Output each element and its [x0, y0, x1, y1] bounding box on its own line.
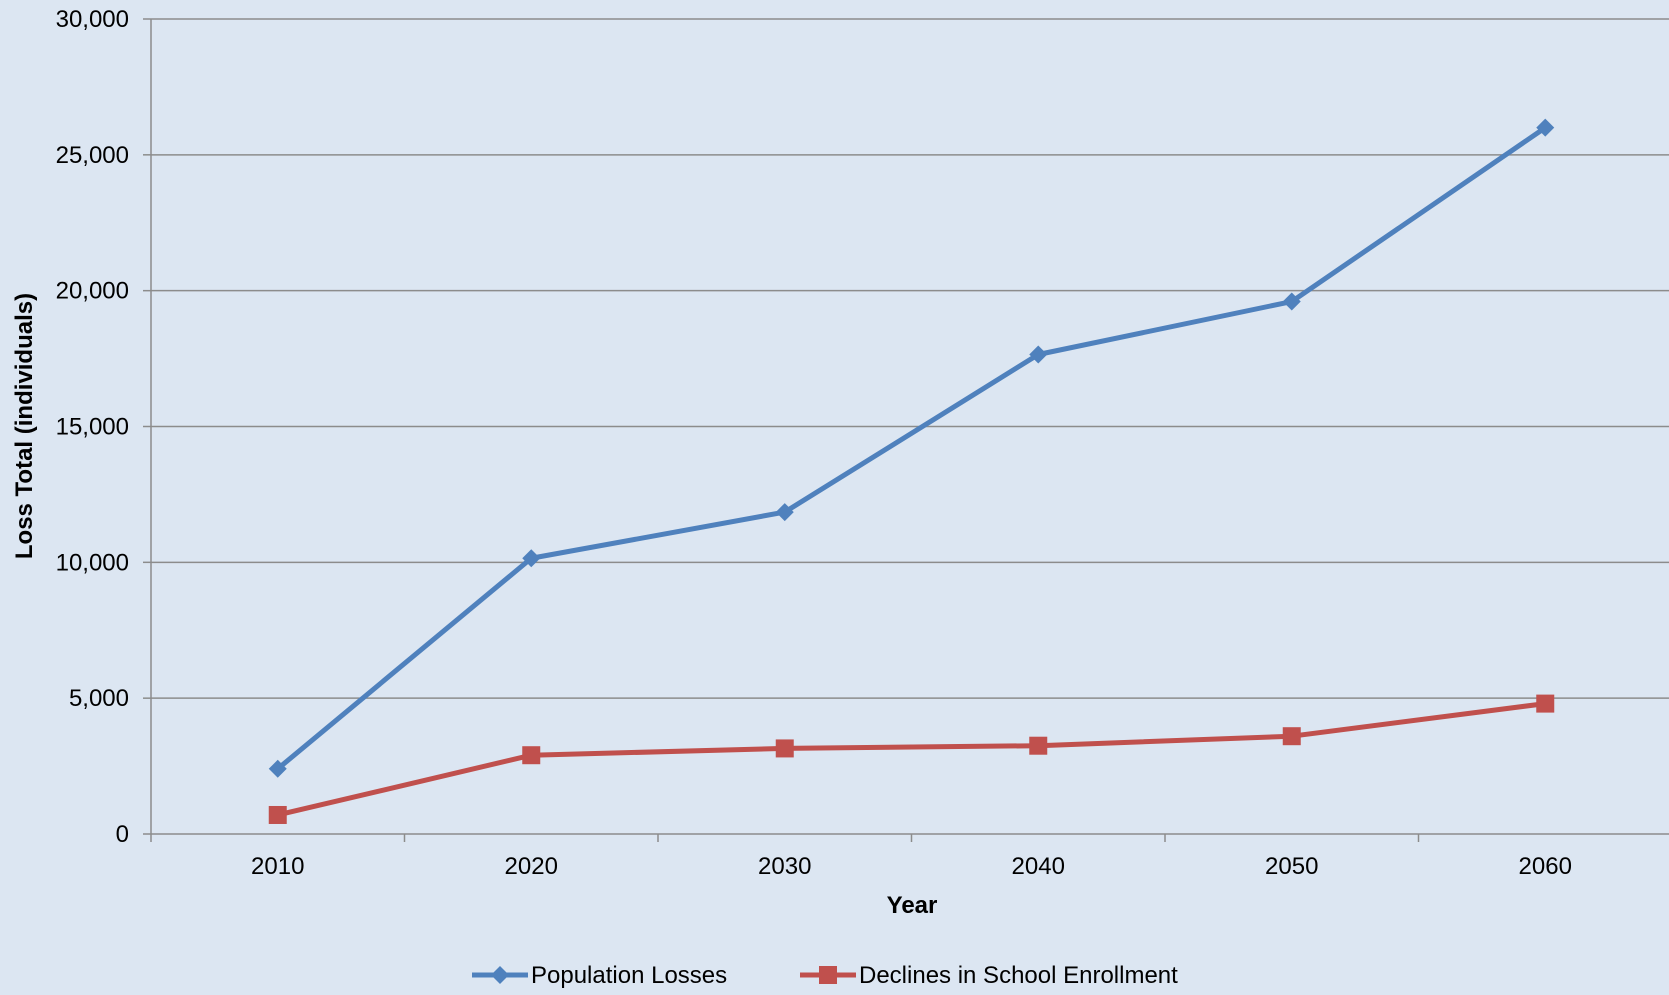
x-tick-label: 2010: [251, 853, 304, 880]
legend-marker-1: [491, 966, 509, 984]
legend-label-2: Declines in School Enrollment: [859, 962, 1178, 989]
data-point-series-2: [1536, 694, 1555, 713]
legend-label-1: Population Losses: [531, 962, 727, 989]
series-line-2: [277, 701, 1546, 818]
legend-marker-2: [819, 966, 837, 984]
x-tick-label: 2030: [758, 853, 811, 880]
x-tick-label: 2050: [1265, 853, 1318, 880]
y-tick-label: 0: [116, 821, 129, 848]
gridlines: [143, 18, 1669, 835]
x-tick-label: 2040: [1012, 853, 1065, 880]
legend: Population Losses Declines in School Enro…: [472, 962, 1178, 989]
y-tick-label: 5,000: [69, 685, 129, 712]
y-tick-label: 25,000: [56, 142, 129, 169]
series-markers: [268, 118, 1555, 824]
data-point-series-2: [522, 746, 541, 765]
x-tick-labels: 2010 2020 2030 2040 2050 2060: [251, 853, 1572, 880]
y-tick-label: 30,000: [56, 6, 129, 33]
x-axis-title: Year: [887, 892, 938, 919]
series-line-1: [276, 125, 1547, 771]
data-point-series-2: [268, 805, 287, 824]
axes: [150, 19, 1669, 842]
data-point-series-1: [1029, 345, 1048, 364]
series-lines: [276, 125, 1547, 818]
y-tick-label: 10,000: [56, 549, 129, 576]
y-tick-label: 20,000: [56, 278, 129, 305]
x-tick-label: 2020: [505, 853, 558, 880]
data-point-series-1: [775, 503, 794, 522]
y-tick-label: 15,000: [56, 414, 129, 441]
data-point-series-2: [775, 739, 794, 758]
y-axis-title: Loss Total (individuals): [11, 293, 38, 559]
data-point-series-2: [1029, 736, 1048, 755]
data-point-series-1: [1536, 118, 1555, 137]
data-point-series-1: [522, 549, 541, 568]
data-point-series-1: [268, 759, 287, 778]
y-tick-labels: 0 5,000 10,000 15,000 20,000 25,000 30,000: [56, 6, 129, 848]
x-tick-label: 2060: [1519, 853, 1572, 880]
data-point-series-1: [1282, 292, 1301, 311]
data-point-series-2: [1282, 727, 1301, 746]
